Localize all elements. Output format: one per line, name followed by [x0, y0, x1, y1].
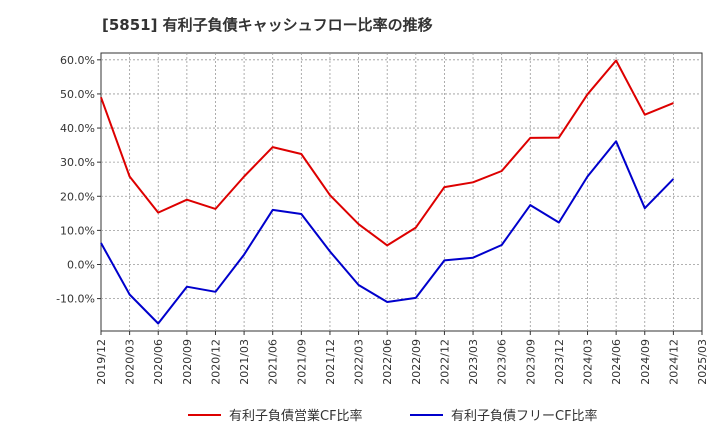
y-tick-label: 60.0% — [60, 54, 95, 67]
y-tick-label: 20.0% — [60, 190, 95, 203]
x-tick-label: 2020/09 — [181, 339, 194, 385]
x-tick-label: 2021/03 — [238, 339, 251, 385]
x-tick-label: 2023/09 — [524, 339, 537, 385]
y-tick-label: 0.0% — [67, 258, 95, 271]
y-tick-label: 40.0% — [60, 122, 95, 135]
y-tick-label: -10.0% — [56, 293, 95, 306]
series-line-2 — [100, 140, 675, 325]
x-tick-label: 2021/09 — [295, 339, 308, 385]
y-tick-label: 30.0% — [60, 156, 95, 169]
x-tick-label: 2023/03 — [467, 339, 480, 385]
x-tick-label: 2022/09 — [410, 339, 423, 385]
x-tick-label: 2021/12 — [324, 339, 337, 385]
x-tick-label: 2021/06 — [267, 339, 280, 385]
x-tick-label: 2023/12 — [553, 339, 566, 385]
x-tick-label: 2020/03 — [124, 339, 137, 385]
x-tick-label: 2019/12 — [95, 339, 108, 385]
x-tick-label: 2023/06 — [496, 339, 509, 385]
legend-label-1: 有利子負債営業CF比率 — [229, 408, 363, 424]
y-tick-label: 10.0% — [60, 224, 95, 237]
plot-area — [100, 52, 703, 332]
x-tick-label: 2024/09 — [639, 339, 652, 385]
series-line-1 — [100, 59, 674, 247]
x-tick-label: 2024/06 — [610, 339, 623, 385]
x-tick-label: 2022/03 — [353, 339, 366, 385]
x-tick-label: 2024/03 — [582, 339, 595, 385]
y-tick-label: 50.0% — [60, 88, 95, 101]
chart-title: [5851] 有利子負債キャッシュフロー比率の推移 — [102, 16, 433, 34]
x-tick-label: 2020/06 — [152, 339, 165, 385]
x-tick-label: 2020/12 — [209, 339, 222, 385]
x-tick-label: 2024/12 — [667, 339, 680, 385]
legend-label-2: 有利子負債フリーCF比率 — [451, 408, 598, 424]
x-tick-label: 2022/06 — [381, 339, 394, 385]
x-tick-label: 2025/03 — [696, 339, 709, 385]
x-tick-label: 2022/12 — [438, 339, 451, 385]
